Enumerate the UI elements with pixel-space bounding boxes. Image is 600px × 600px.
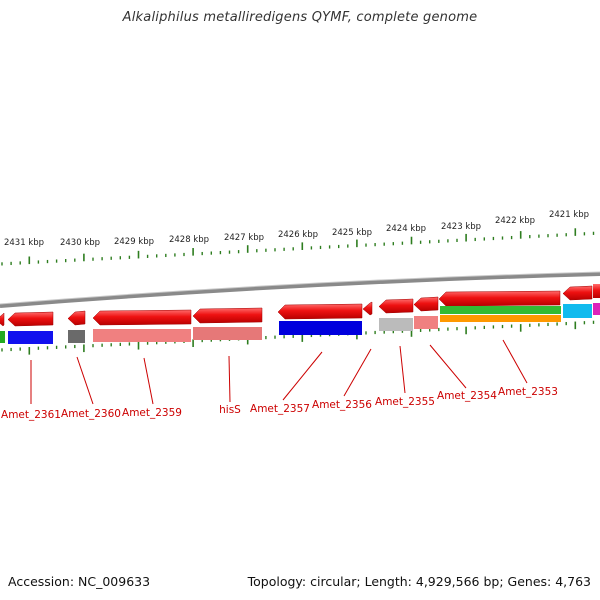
gene-label: Amet_2357 <box>250 403 310 415</box>
gene-leader-line <box>502 339 528 384</box>
gene-leader-line <box>143 357 154 405</box>
gene-leader-line <box>343 348 372 397</box>
subtrack-block <box>279 321 362 335</box>
subtrack-block <box>8 331 53 344</box>
gene-arrow <box>277 303 363 320</box>
scale-label: 2429 kbp <box>114 237 154 247</box>
scale-ticks-top <box>1 228 595 266</box>
scale-labels: 2431 kbp 2430 kbp 2429 kbp 2428 kbp 2427 kbp… <box>4 210 589 248</box>
gene-label: Amet_2355 <box>375 396 435 408</box>
gene-arrow <box>7 311 54 327</box>
gene-label: Amet_2354 <box>437 390 497 402</box>
scale-label: 2428 kbp <box>169 235 209 245</box>
gene-label: Amet_2359 <box>122 407 182 419</box>
subtrack-block <box>563 304 592 318</box>
gene-arrows <box>0 284 600 327</box>
accession-text: Accession: NC_009633 <box>8 574 151 589</box>
gene-label: Amet_2353 <box>498 386 558 398</box>
gene-leader-line <box>399 345 406 394</box>
scale-label: 2427 kbp <box>224 233 264 243</box>
subtrack-block <box>593 303 600 315</box>
gene-arrow <box>192 307 263 324</box>
genome-summary-text: Topology: circular; Length: 4,929,566 bp… <box>247 574 591 589</box>
gene-arrow <box>92 309 192 326</box>
scale-label: 2421 kbp <box>549 210 589 220</box>
gene-leader-line <box>282 351 323 401</box>
gene-leader-line <box>429 344 467 389</box>
gene-arrow <box>0 312 5 327</box>
gene-arrow <box>67 310 86 326</box>
gene-arrow <box>562 285 593 301</box>
subtrack-block <box>414 316 438 329</box>
gene-leader-line <box>228 355 231 403</box>
gene-arrow <box>593 284 600 298</box>
genome-title: Alkaliphilus metalliredigens QYMF, compl… <box>122 10 478 25</box>
scale-label: 2430 kbp <box>60 238 100 248</box>
gene-arrow <box>438 290 561 307</box>
gene-label: hisS <box>219 404 241 416</box>
scale-label: 2423 kbp <box>441 222 481 232</box>
genome-backbone <box>0 272 600 308</box>
gene-labels: Amet_2361 Amet_2360 Amet_2359 hisS Amet_2357… <box>1 386 558 421</box>
gene-label: Amet_2356 <box>312 399 372 411</box>
gene-arrow <box>362 301 373 316</box>
subtrack-block <box>379 318 413 331</box>
gene-arrow <box>378 298 414 314</box>
scale-label: 2422 kbp <box>495 216 535 226</box>
gene-label: Amet_2360 <box>61 408 121 420</box>
scale-label: 2425 kbp <box>332 228 372 238</box>
subtrack-block <box>68 330 85 343</box>
subtrack-block <box>93 329 191 342</box>
subtrack-block <box>0 331 5 343</box>
gene-arrow <box>413 296 439 312</box>
subtrack-block <box>440 306 561 314</box>
scale-label: 2431 kbp <box>4 238 44 248</box>
subtrack-block <box>440 315 561 322</box>
gene-label: Amet_2361 <box>1 409 61 421</box>
gene-label-leaders <box>30 339 528 405</box>
gene-subtrack-blocks <box>0 303 600 344</box>
subtrack-block <box>193 327 262 340</box>
gene-leader-line <box>76 356 94 405</box>
scale-label: 2426 kbp <box>278 230 318 240</box>
genome-backbone-highlight <box>0 271 600 305</box>
scale-label: 2424 kbp <box>386 224 426 234</box>
